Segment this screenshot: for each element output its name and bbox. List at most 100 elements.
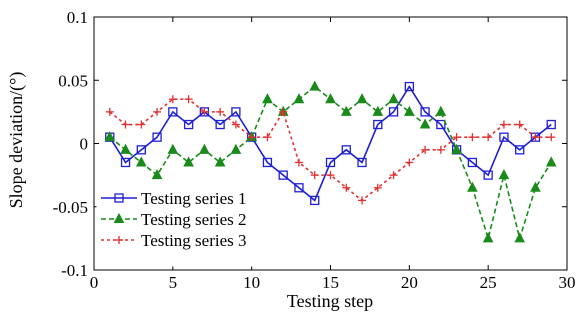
y-tick-label: 0 bbox=[80, 135, 89, 154]
x-tick-label: 25 bbox=[480, 273, 497, 292]
series-1-point bbox=[262, 157, 273, 168]
series-3-point bbox=[373, 183, 382, 192]
series-3-point bbox=[358, 196, 367, 205]
x-tick-label: 10 bbox=[243, 273, 260, 292]
series-3-point bbox=[105, 107, 114, 116]
legend-marker-3 bbox=[115, 236, 123, 244]
series-2-point bbox=[167, 143, 179, 154]
series-1-point bbox=[357, 157, 367, 168]
series-3-point bbox=[499, 120, 508, 129]
series-3-point bbox=[279, 107, 288, 116]
x-tick-label: 15 bbox=[322, 273, 339, 292]
legend-label-1: Testing series 1 bbox=[141, 189, 247, 208]
series-1-point bbox=[436, 119, 446, 130]
x-axis-label: Testing step bbox=[287, 291, 373, 311]
series-2-point bbox=[262, 93, 273, 104]
series-3-point bbox=[468, 133, 477, 142]
series-3-point bbox=[121, 120, 130, 129]
x-tick-label: 5 bbox=[169, 273, 178, 292]
series-2-point bbox=[293, 93, 305, 104]
legend-marker-1 bbox=[114, 193, 124, 203]
series-2-point bbox=[451, 143, 462, 154]
series-3-point bbox=[484, 133, 493, 142]
series-3-point bbox=[310, 171, 319, 180]
series-3-point bbox=[547, 133, 556, 142]
series-1-point bbox=[120, 157, 131, 168]
series-3-point bbox=[389, 171, 398, 180]
series-2-point bbox=[214, 156, 226, 167]
x-tick-label: 30 bbox=[559, 273, 576, 292]
series-1-point bbox=[310, 195, 320, 206]
x-tick-label: 20 bbox=[401, 273, 418, 292]
series-3-point bbox=[184, 95, 193, 104]
series-3-point bbox=[436, 145, 445, 154]
series-3-point bbox=[137, 120, 146, 129]
series-1-point bbox=[388, 107, 399, 117]
series-2-point bbox=[435, 105, 447, 116]
legend-label-2: Testing series 2 bbox=[141, 210, 247, 229]
series-3-point bbox=[247, 133, 256, 142]
series-2-point bbox=[135, 156, 147, 167]
series-3-point bbox=[294, 158, 303, 167]
series-2-point bbox=[404, 105, 415, 116]
series-2-point bbox=[482, 232, 494, 243]
series-1-point bbox=[278, 170, 288, 180]
series-1-point bbox=[483, 170, 493, 180]
series-2-point bbox=[372, 105, 384, 116]
series-2-point bbox=[199, 143, 210, 154]
legend-label-3: Testing series 3 bbox=[141, 231, 247, 250]
y-axis-label: Slope deviation/(°) bbox=[6, 72, 27, 209]
series-2-point bbox=[151, 169, 163, 180]
series-3-point bbox=[515, 120, 524, 129]
series-2-point bbox=[309, 80, 321, 91]
series-2-point bbox=[104, 131, 116, 142]
series-2-point bbox=[530, 181, 541, 192]
series-2-point bbox=[545, 156, 557, 167]
series-1-line bbox=[109, 85, 552, 202]
series-2-point bbox=[340, 105, 352, 116]
series-3-point bbox=[216, 107, 225, 116]
series-3-point bbox=[326, 171, 335, 180]
series-2-point bbox=[498, 169, 510, 180]
y-tick-label: 0.1 bbox=[67, 8, 88, 27]
series-2-point bbox=[467, 181, 478, 192]
series-1-point bbox=[183, 119, 194, 130]
series-1 bbox=[105, 81, 556, 206]
y-tick-label: 0.05 bbox=[58, 71, 88, 90]
series-2-point bbox=[419, 118, 431, 129]
series-1-point bbox=[341, 145, 351, 155]
series-2-point bbox=[388, 93, 399, 104]
series-1-point bbox=[136, 145, 146, 155]
series-1-point bbox=[231, 107, 241, 117]
series-1-point bbox=[404, 81, 414, 92]
series-2-point bbox=[514, 232, 526, 243]
legend-marker-2 bbox=[113, 212, 125, 223]
series-2 bbox=[104, 80, 557, 243]
series-1-point bbox=[168, 107, 178, 117]
series-1-point bbox=[467, 157, 478, 168]
series-3-point bbox=[168, 95, 177, 104]
y-tick-label: -0.05 bbox=[53, 198, 88, 217]
series-3 bbox=[105, 95, 556, 205]
series-3-point bbox=[200, 107, 209, 116]
series-1-point bbox=[420, 107, 430, 117]
series-1-point bbox=[294, 183, 304, 193]
series-3-point bbox=[263, 133, 272, 142]
series-2-point bbox=[120, 143, 131, 154]
series-1-point bbox=[499, 132, 509, 142]
series-1-point bbox=[215, 119, 225, 130]
series-3-point bbox=[342, 183, 351, 192]
x-tick-label: 0 bbox=[90, 273, 99, 292]
series-3-point bbox=[153, 107, 162, 116]
legend-box bbox=[96, 185, 276, 267]
series-2-point bbox=[325, 93, 336, 104]
series-2-point bbox=[356, 93, 368, 104]
series-1-point bbox=[325, 157, 336, 168]
series-1-point bbox=[152, 132, 162, 142]
series-3-point bbox=[531, 133, 540, 142]
series-3-point bbox=[405, 158, 414, 167]
series-2-point bbox=[230, 143, 242, 154]
series-3-point bbox=[421, 145, 430, 154]
series-1-point bbox=[546, 119, 556, 130]
